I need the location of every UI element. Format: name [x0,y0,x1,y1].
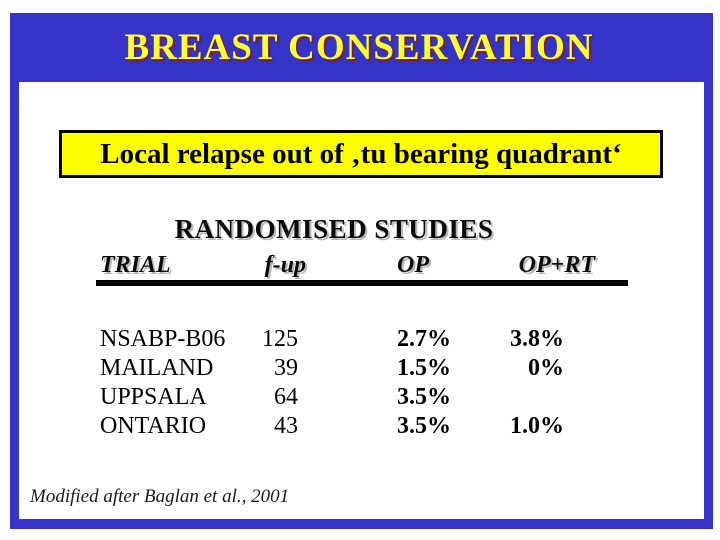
table-row: MAILAND 39 1.5% 0% [96,354,628,383]
table-body: NSABP-B06 125 2.7% 3.8% MAILAND 39 1.5% … [96,325,628,441]
column-header-oprt: OP+RT [518,252,595,278]
highlight-box: Local relapse out of ‚tu bearing quadran… [59,130,663,178]
cell-trial: ONTARIO [100,413,207,439]
cell-op-rt [457,383,628,412]
cell-op: 1.5% [397,355,451,381]
cell-fup: 64 [274,384,298,410]
cell-fup: 43 [274,413,298,439]
table-row: UPPSALA 64 3.5% [96,383,628,412]
cell-fup: 125 [262,326,298,352]
column-header-trial: TRIAL [100,252,171,278]
cell-trial: NSABP-B06 [100,326,226,352]
cell-op-rt: 1.0% [510,413,564,439]
column-header-op: OP [397,252,429,278]
cell-trial: MAILAND [100,355,214,381]
slide-border-frame [10,13,713,529]
cell-op-rt: 3.8% [510,326,564,352]
section-heading: RANDOMISED STUDIES [174,214,494,244]
table-header-rule [96,280,628,286]
cell-op: 3.5% [397,384,451,410]
table-header-row: TRIAL f-up OP OP+RT [96,252,628,279]
cell-fup: 39 [274,355,298,381]
cell-op: 3.5% [397,413,451,439]
cell-trial: UPPSALA [100,384,207,410]
title-bar: BREAST CONSERVATION [10,13,708,82]
column-header-fup: f-up [264,252,306,278]
cell-op-rt: 0% [528,355,564,381]
highlight-box-text: Local relapse out of ‚tu bearing quadran… [100,137,622,170]
cell-op: 2.7% [397,326,451,352]
source-caption: Modified after Baglan et al., 2001 [30,486,290,507]
table-row: NSABP-B06 125 2.7% 3.8% [96,325,628,354]
slide-title: BREAST CONSERVATION [124,27,594,68]
table-row: ONTARIO 43 3.5% 1.0% [96,412,628,441]
